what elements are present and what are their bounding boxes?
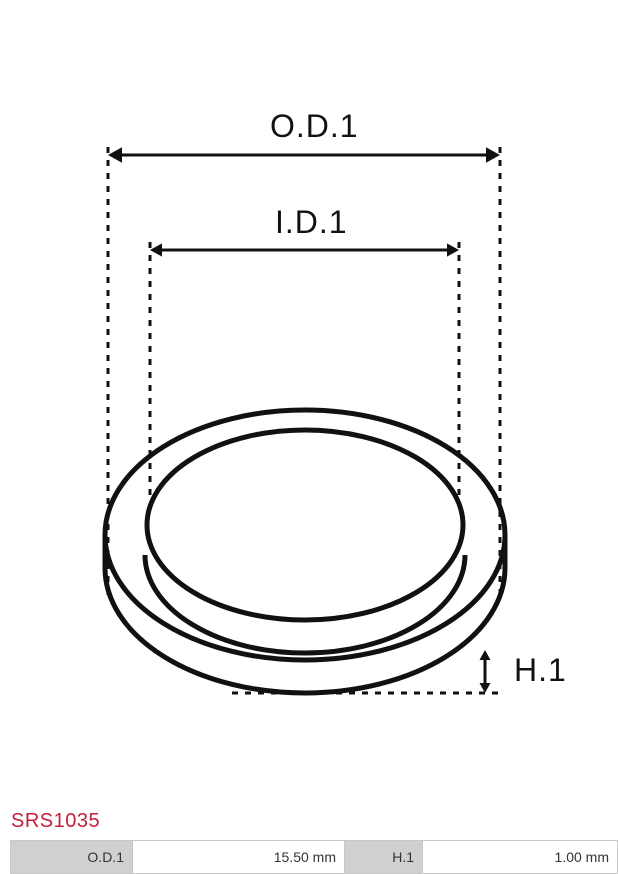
spec-value-h1: 1.00 mm	[423, 841, 617, 873]
dimension-label-h1: H.1	[514, 652, 567, 689]
spec-label-h1: H.1	[345, 841, 423, 873]
technical-diagram: O.D.1 I.D.1 H.1	[0, 0, 618, 800]
dimension-label-od1: O.D.1	[270, 108, 359, 145]
product-code: SRS1035	[11, 810, 100, 833]
spec-value-od1: 15.50 mm	[133, 841, 345, 873]
dimension-label-id1: I.D.1	[275, 204, 348, 241]
spec-label-od1: O.D.1	[11, 841, 133, 873]
spec-table: O.D.1 15.50 mm H.1 1.00 mm	[10, 840, 618, 874]
